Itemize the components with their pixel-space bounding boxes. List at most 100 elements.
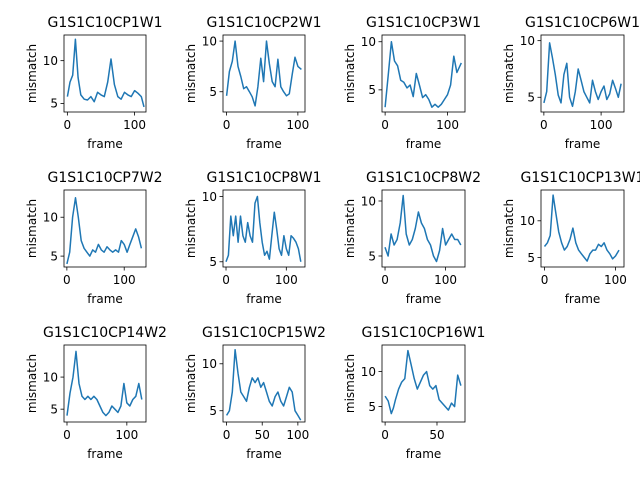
x-tick-label: 100: [436, 118, 459, 132]
subplot-title: G1S1C10CP15W2: [202, 325, 326, 341]
x-tick-label: 100: [286, 118, 309, 132]
y-axis-label: mismatch: [25, 199, 39, 258]
subplot: 0 50 5 10 G1S1C10CP16W1 frame mismatch: [343, 325, 485, 461]
subplot-title: G1S1C10CP3W1: [366, 15, 481, 31]
y-axis-label: mismatch: [502, 44, 516, 103]
subplot-title: G1S1C10CP8W2: [366, 170, 481, 186]
y-tick-label: 5: [368, 249, 376, 263]
y-axis-label: mismatch: [343, 44, 357, 103]
subplot: 0 100 5 10 G1S1C10CP8W1 frame mismatch: [184, 170, 322, 306]
series-line: [543, 194, 620, 262]
x-tick-label: 0: [381, 428, 389, 442]
x-tick-label: 100: [604, 273, 627, 287]
series-line: [384, 194, 462, 263]
x-axis-label: frame: [246, 292, 282, 306]
y-axis-label: mismatch: [502, 199, 516, 258]
x-axis-label: frame: [87, 447, 123, 461]
y-tick-label: 5: [527, 91, 535, 105]
x-tick-label: 100: [434, 273, 457, 287]
y-tick-label: 10: [361, 194, 376, 208]
subplot: 0 100 5 10 G1S1C10CP13W1 frame mismatch: [502, 170, 640, 306]
x-tick-label: 100: [115, 428, 138, 442]
subplot-title: G1S1C10CP1W1: [47, 15, 162, 31]
subplot-title: G1S1C10CP14W2: [43, 325, 167, 341]
axes-frame: [63, 189, 147, 268]
y-tick-label: 10: [361, 365, 376, 379]
x-axis-label: frame: [565, 292, 601, 306]
y-tick-label: 10: [43, 370, 58, 384]
subplot-title: G1S1C10CP13W1: [521, 170, 640, 186]
x-tick-label: 50: [255, 428, 270, 442]
x-tick-label: 100: [275, 273, 298, 287]
x-tick-label: 100: [113, 273, 136, 287]
y-tick-label: 5: [209, 404, 217, 418]
y-tick-label: 10: [202, 190, 217, 204]
x-tick-label: 50: [429, 428, 444, 442]
series-line: [384, 40, 462, 108]
series-line: [225, 195, 302, 263]
axes-frame: [540, 34, 625, 113]
series-line: [225, 40, 302, 107]
axes-frame: [222, 344, 306, 423]
x-tick-label: 0: [63, 273, 71, 287]
subplot-title: G1S1C10CP6W1: [525, 15, 640, 31]
subplot: 0 100 5 10 G1S1C10CP14W2 frame mismatch: [25, 325, 167, 461]
y-tick-label: 5: [368, 400, 376, 414]
x-axis-label: frame: [406, 137, 442, 151]
subplot: 0 100 5 10 G1S1C10CP7W2 frame mismatch: [25, 170, 163, 306]
subplot-title: G1S1C10CP8W1: [206, 170, 321, 186]
axes-frame: [63, 34, 147, 113]
x-tick-label: 0: [223, 118, 231, 132]
subplot: 0 50 100 5 10 G1S1C10CP15W2 frame mismatch: [184, 325, 326, 461]
axes-frame: [222, 34, 306, 113]
y-tick-label: 10: [43, 54, 58, 68]
y-tick-label: 10: [520, 214, 535, 228]
y-tick-label: 10: [43, 211, 58, 225]
x-tick-label: 0: [64, 118, 72, 132]
y-tick-label: 10: [520, 34, 535, 48]
x-tick-label: 0: [381, 273, 389, 287]
x-tick-label: 100: [590, 118, 613, 132]
y-axis-label: mismatch: [184, 44, 198, 103]
x-axis-label: frame: [87, 292, 123, 306]
x-tick-label: 0: [63, 428, 71, 442]
series-line: [66, 350, 143, 417]
subplot-title: G1S1C10CP16W1: [362, 325, 486, 341]
subplot: 0 100 5 10 G1S1C10CP1W1 frame mismatch: [25, 15, 163, 151]
subplot-title: G1S1C10CP2W1: [206, 15, 321, 31]
x-axis-label: frame: [565, 137, 601, 151]
series-line: [543, 42, 622, 108]
subplot: 0 100 5 10 G1S1C10CP2W1 frame mismatch: [184, 15, 322, 151]
y-tick-label: 5: [209, 255, 217, 269]
axes-frame: [540, 189, 625, 268]
series-line: [384, 349, 462, 415]
subplot-title: G1S1C10CP7W2: [47, 170, 162, 186]
y-axis-label: mismatch: [343, 354, 357, 413]
axes-frame: [63, 344, 147, 423]
y-tick-label: 5: [368, 83, 376, 97]
axes-frame: [222, 189, 306, 268]
axes-frame: [381, 189, 466, 268]
series-line: [225, 348, 302, 421]
y-tick-label: 10: [202, 357, 217, 371]
y-axis-label: mismatch: [343, 199, 357, 258]
y-tick-label: 5: [50, 402, 58, 416]
axes-frame: [381, 34, 466, 113]
x-tick-label: 100: [286, 428, 309, 442]
y-tick-label: 5: [50, 97, 58, 111]
x-axis-label: frame: [406, 447, 442, 461]
subplot: 0 100 5 10 G1S1C10CP8W2 frame mismatch: [343, 170, 481, 306]
series-line: [66, 38, 145, 108]
subplot: 0 100 5 10 G1S1C10CP3W1 frame mismatch: [343, 15, 481, 151]
x-tick-label: 0: [541, 273, 549, 287]
y-tick-label: 10: [361, 35, 376, 49]
x-axis-label: frame: [246, 137, 282, 151]
x-axis-label: frame: [406, 292, 442, 306]
x-axis-label: frame: [87, 137, 123, 151]
subplot: 0 100 5 10 G1S1C10CP6W1 frame mismatch: [502, 15, 640, 151]
x-axis-label: frame: [246, 447, 282, 461]
y-tick-label: 5: [50, 249, 58, 263]
y-axis-label: mismatch: [25, 44, 39, 103]
y-tick-label: 5: [527, 251, 535, 265]
